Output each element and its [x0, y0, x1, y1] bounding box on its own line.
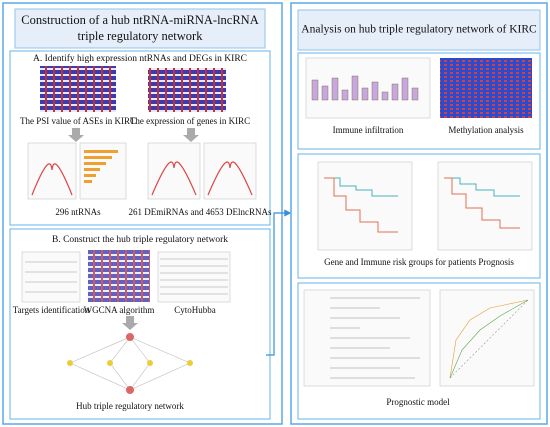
- connector-arrow: [266, 209, 292, 356]
- caption: 261 DEmiRNAs and 4653 DElncRNAs: [129, 207, 272, 217]
- section-heading: B. Construct the hub triple regulatory n…: [52, 235, 228, 245]
- model-images: [303, 289, 535, 387]
- caption: Gene and Immune risk groups for patients…: [324, 257, 514, 267]
- caption: CytoHubba: [174, 305, 216, 315]
- left-title: triple regulatory network: [78, 29, 204, 43]
- caption: The expression of genes in KIRC: [130, 116, 250, 126]
- panel-images: [21, 250, 231, 303]
- section-heading: A. Identify high expression ntRNAs and D…: [33, 53, 247, 64]
- down-arrow: [183, 128, 199, 142]
- analysis-box: [297, 52, 541, 150]
- caption: 296 ntRNAs: [55, 207, 101, 217]
- network-image: [67, 333, 193, 394]
- km-plots: [317, 161, 533, 251]
- caption: WGCNA algorithm: [84, 305, 155, 315]
- section-a: [9, 50, 271, 226]
- left-title: Construction of a hub ntRNA-miRNA-lncRNA: [21, 13, 258, 27]
- down-arrow: [122, 316, 138, 330]
- caption: Methylation analysis: [448, 125, 524, 135]
- analysis-box: [297, 153, 541, 279]
- methylation-image: [440, 58, 532, 118]
- right-panel: [290, 2, 548, 425]
- section-b: [9, 228, 271, 420]
- caption: The PSI value of ASEs in KIRC: [20, 116, 136, 126]
- heatmap: [40, 66, 116, 112]
- caption: Prognostic model: [386, 397, 450, 407]
- analysis-box: [297, 282, 541, 420]
- caption: Targets identification: [13, 305, 90, 315]
- right-title: Analysis on hub triple regulatory networ…: [301, 24, 537, 36]
- volcano-plots: [27, 142, 257, 200]
- right-title-box: [297, 9, 541, 51]
- down-arrow: [68, 128, 84, 142]
- caption: Hub triple regulatory network: [76, 401, 184, 411]
- heatmap: [148, 68, 226, 112]
- left-title-box: [14, 8, 266, 49]
- caption: Immune infiltration: [333, 125, 404, 135]
